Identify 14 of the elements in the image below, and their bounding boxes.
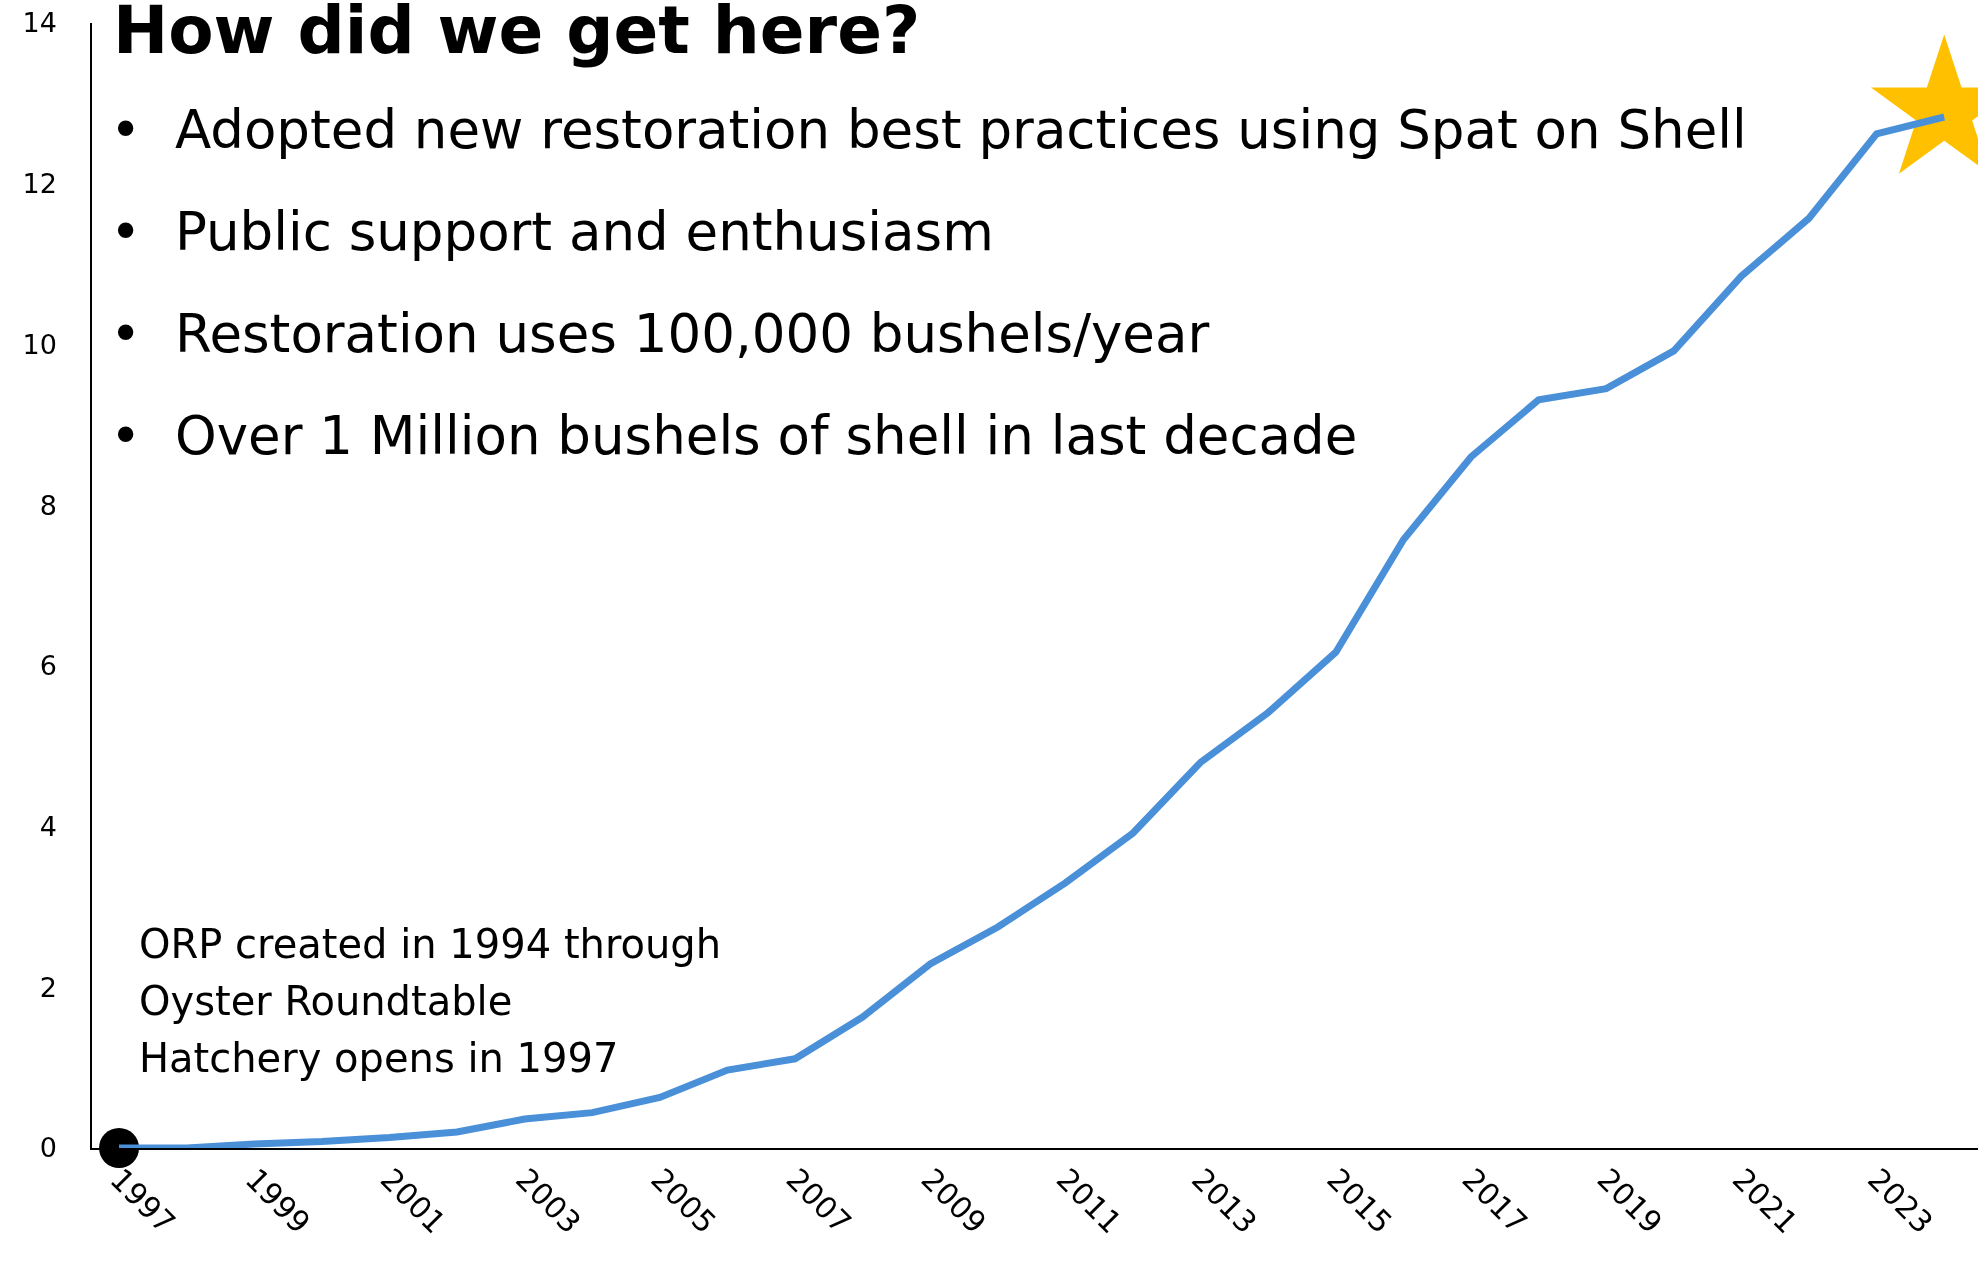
annotation: • Public support and enthusiasm [110,200,995,264]
y-tick-label: 12 [22,168,57,200]
y-tick-label: 14 [22,7,57,39]
annotation: ORP created in 1994 through Oyster Roundtable Hatchery opens in 1997 [139,920,722,1083]
chart-title: How did we get here? [113,0,921,69]
y-tick-label: 4 [39,811,57,843]
annotation: • Adopted new restoration best practices using Spat on Shell [110,98,1747,162]
y-tick-label: 0 [39,1132,57,1164]
y-tick-label: 8 [39,489,57,521]
y-tick-label: 10 [22,328,57,360]
annotation: • Restoration uses 100,000 bushels/year [110,302,1211,366]
annotation: • Over 1 Million bushels of shell in last decade [110,404,1359,468]
y-tick-label: 2 [39,971,57,1003]
y-tick-label: 6 [39,650,57,682]
